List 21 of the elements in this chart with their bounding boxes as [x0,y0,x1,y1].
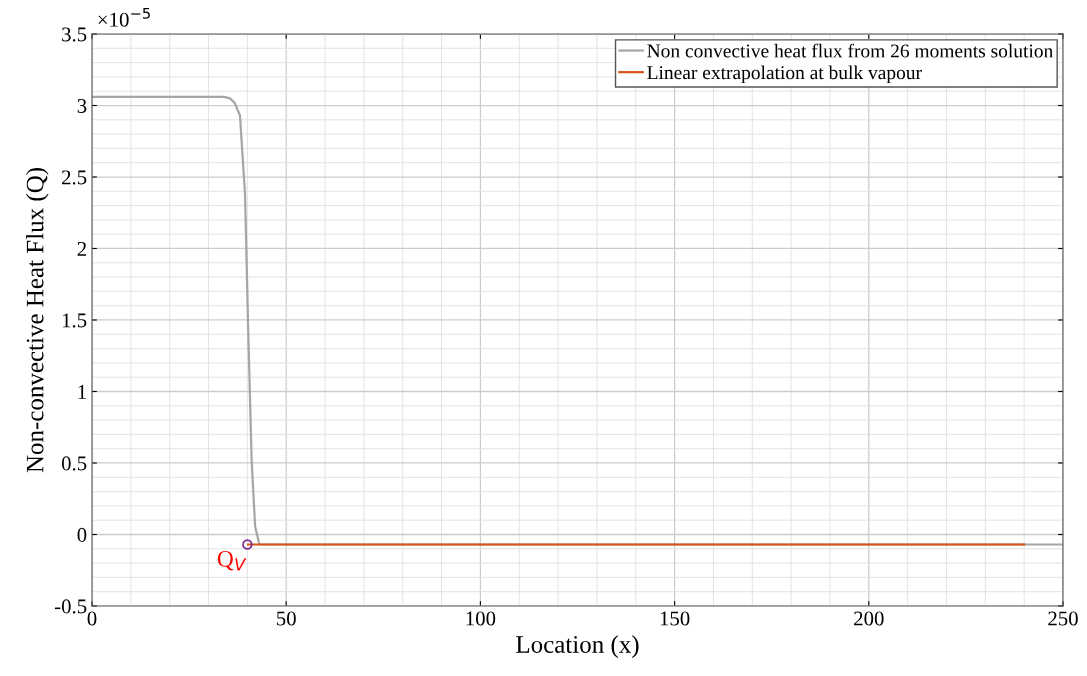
legend-label: Non convective heat flux from 26 moments solution [647,43,1053,58]
y-tick-label: -0.5 [54,599,87,614]
x-tick-label: 100 [466,611,496,626]
y-tick-label: 0.5 [61,456,87,471]
y-axis-title: Non-convective Heat Flux (Q) [25,168,49,473]
x-tick-label: 0 [87,611,97,626]
y-tick-label: 2.5 [62,170,87,185]
y-tick-label: 1.5 [62,313,87,328]
y-tick-label: 3.5 [62,27,87,42]
x-tick-label: 50 [276,611,296,626]
annotation: Q$_{V}$ [217,550,247,571]
x-axis-title: Location (x) [516,635,639,658]
x-tick-label: 200 [854,611,884,626]
x-tick-label: 150 [660,611,690,626]
y-tick-label: 2 [77,241,86,256]
y-tick-label: 0 [77,527,87,542]
legend-label: Linear extrapolation at bulk vapour [647,65,922,84]
text: ×10$^{−5}$ [98,7,150,27]
y-tick-label: 3 [77,98,87,113]
x-tick-label: 250 [1048,611,1078,626]
y-tick-label: 1 [78,384,86,399]
